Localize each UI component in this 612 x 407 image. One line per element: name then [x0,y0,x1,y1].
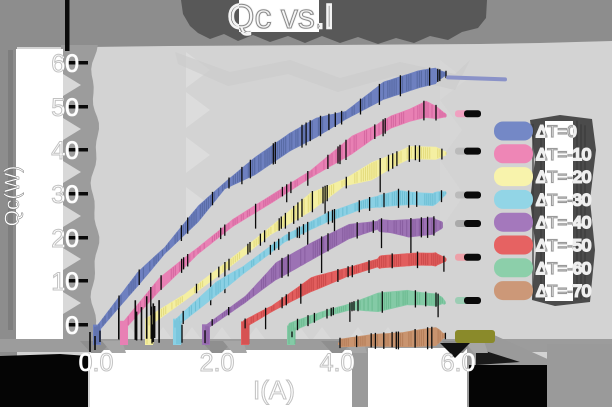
svg-text:30: 30 [51,181,79,209]
svg-text:10: 10 [51,268,79,296]
svg-text:0.0: 0.0 [79,349,114,377]
svg-text:2.0: 2.0 [200,349,235,377]
svg-text:4.0: 4.0 [320,349,355,377]
svg-text:ΔT=0: ΔT=0 [536,122,576,141]
svg-text:6.0: 6.0 [441,349,476,377]
svg-text:ΔT=-70: ΔT=-70 [536,282,591,301]
svg-text:ΔT=-60: ΔT=-60 [536,259,591,278]
svg-text:60: 60 [51,50,79,78]
svg-text:20: 20 [51,225,79,253]
svg-text:ΔT=-50: ΔT=-50 [536,236,591,255]
svg-text:ΔT=-10: ΔT=-10 [536,145,591,164]
svg-text:ΔT=-10: ΔT=-10 [536,145,591,164]
svg-text:ΔT=-30: ΔT=-30 [536,190,591,209]
svg-text:Qc(W): Qc(W) [1,166,24,227]
svg-text:ΔT=-20: ΔT=-20 [536,168,591,187]
svg-text:ΔT=-40: ΔT=-40 [536,213,591,232]
svg-text:ΔT=-20: ΔT=-20 [536,168,591,187]
svg-text:ΔT=0: ΔT=0 [536,122,576,141]
svg-text:ΔT=-70: ΔT=-70 [536,282,591,301]
svg-text:I(A): I(A) [253,375,295,405]
svg-text:Qc vs.I: Qc vs.I [228,0,334,36]
svg-text:50: 50 [51,94,79,122]
svg-text:ΔT=-50: ΔT=-50 [536,236,591,255]
svg-text:ΔT=-60: ΔT=-60 [536,259,591,278]
svg-text:40: 40 [51,137,79,165]
svg-text:4.0: 4.0 [320,349,355,377]
svg-text:6.0: 6.0 [441,349,476,377]
svg-text:0: 0 [65,312,79,340]
svg-text:ΔT=-30: ΔT=-30 [536,190,591,209]
svg-text:ΔT=-40: ΔT=-40 [536,213,591,232]
svg-text:Qc vs.I: Qc vs.I [228,0,334,36]
svg-text:2.0: 2.0 [200,349,235,377]
svg-text:I(A): I(A) [253,375,295,405]
